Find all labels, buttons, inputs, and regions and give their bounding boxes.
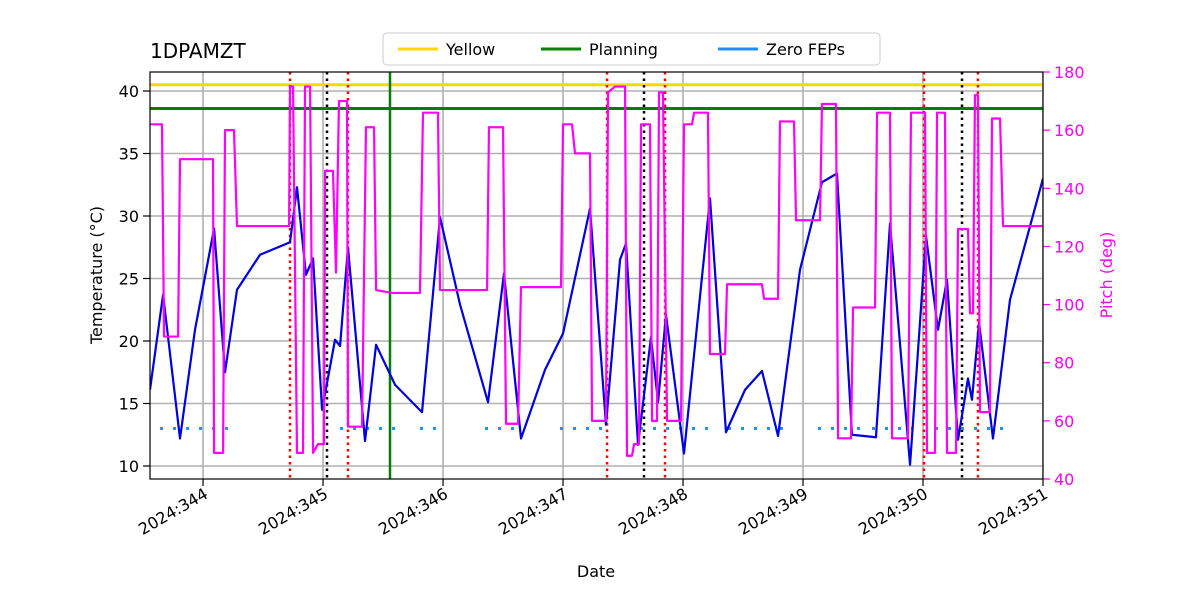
y2-tick-label: 140: [1054, 179, 1085, 198]
legend-label: Planning: [589, 40, 658, 59]
y2-tick-label: 40: [1054, 470, 1074, 489]
y-tick-label: 25: [119, 270, 139, 289]
y-tick-label: 20: [119, 332, 139, 351]
plot-layer: [150, 72, 1043, 479]
y2-tick-label: 180: [1054, 63, 1085, 82]
legend-label: Yellow: [445, 40, 495, 59]
series-line: [150, 172, 1043, 466]
y-tick-label: 15: [119, 395, 139, 414]
y-tick-label: 40: [119, 82, 139, 101]
y2-tick-label: 120: [1054, 237, 1085, 256]
y2-tick-label: 100: [1054, 296, 1085, 315]
axes-frame: [149, 71, 1044, 480]
y-tick-label: 30: [119, 207, 139, 226]
chart-title: 1DPAMZT: [150, 39, 247, 63]
y2-tick-label: 80: [1054, 354, 1074, 373]
series-line: [150, 85, 1043, 457]
legend-label: Zero FEPs: [766, 40, 845, 59]
y2-axis-label: Pitch (deg): [1097, 232, 1116, 319]
x-axis-label: Date: [577, 562, 615, 581]
y2-tick-label: 160: [1054, 121, 1085, 140]
y-axis-label: Temperature (°C): [87, 206, 106, 345]
y-tick-label: 10: [119, 457, 139, 476]
legend-box: [382, 32, 881, 66]
y-tick-label: 35: [119, 145, 139, 164]
y2-tick-label: 60: [1054, 412, 1074, 431]
